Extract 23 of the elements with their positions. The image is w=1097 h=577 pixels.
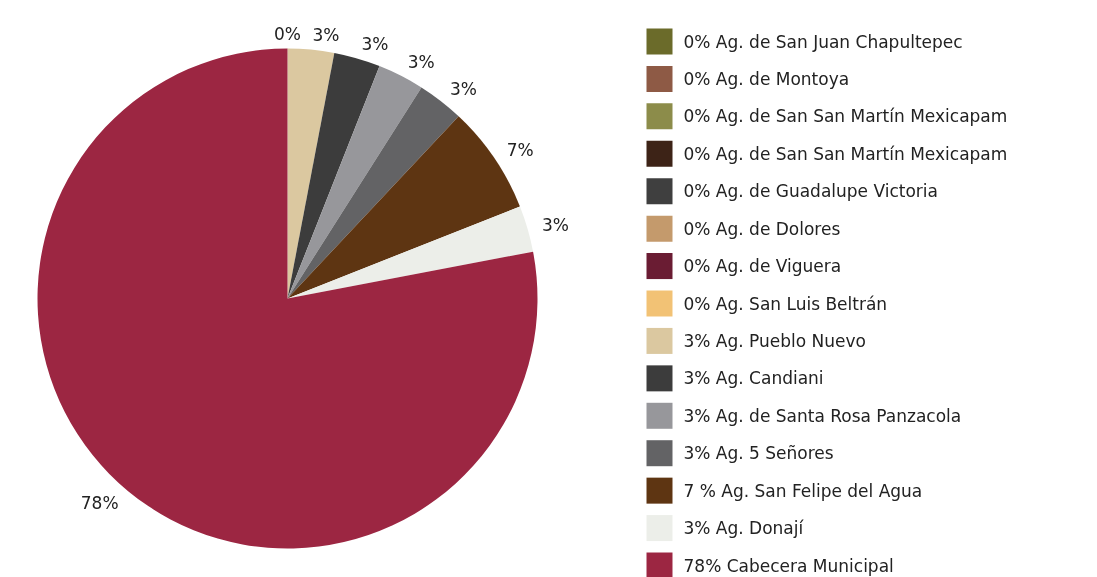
- legend-label: 0% Ag. de Montoya: [683, 68, 850, 89]
- data-label: 7%: [506, 139, 534, 160]
- legend-label: 3% Ag. Donají: [683, 518, 805, 539]
- legend-label: 0% Ag. de Guadalupe Victoria: [683, 181, 939, 202]
- legend-label: 0% Ag. de San San Martín Mexicapam: [683, 143, 1008, 164]
- data-label: 3%: [407, 52, 435, 73]
- legend-label: 78% Cabecera Municipal: [683, 555, 894, 576]
- data-label: 78%: [80, 492, 119, 513]
- legend-label: 0% Ag. de San Juan Chapultepec: [683, 31, 963, 52]
- legend-label: 7 % Ag. San Felipe del Agua: [683, 480, 923, 501]
- legend-label: 3% Ag. Pueblo Nuevo: [683, 330, 867, 351]
- legend-label: 3% Ag. de Santa Rosa Panzacola: [683, 405, 962, 426]
- data-label: 3%: [541, 214, 569, 235]
- data-label: 3%: [449, 79, 477, 100]
- legend-label: 0% Ag. San Luis Beltrán: [683, 293, 888, 314]
- text: 0%: [274, 23, 301, 44]
- legend-label: 3% Ag. Candiani: [683, 368, 824, 389]
- legend-label: 0% Ag. de Dolores: [683, 218, 841, 239]
- legend-label: 3% Ag. 5 Señores: [683, 443, 834, 464]
- data-label: 3%: [361, 34, 389, 55]
- legend-label: 0% Ag. de Viguera: [683, 256, 842, 277]
- legend-label: 0% Ag. de San San Martín Mexicapam: [683, 106, 1008, 127]
- data-label: 3%: [312, 24, 340, 45]
